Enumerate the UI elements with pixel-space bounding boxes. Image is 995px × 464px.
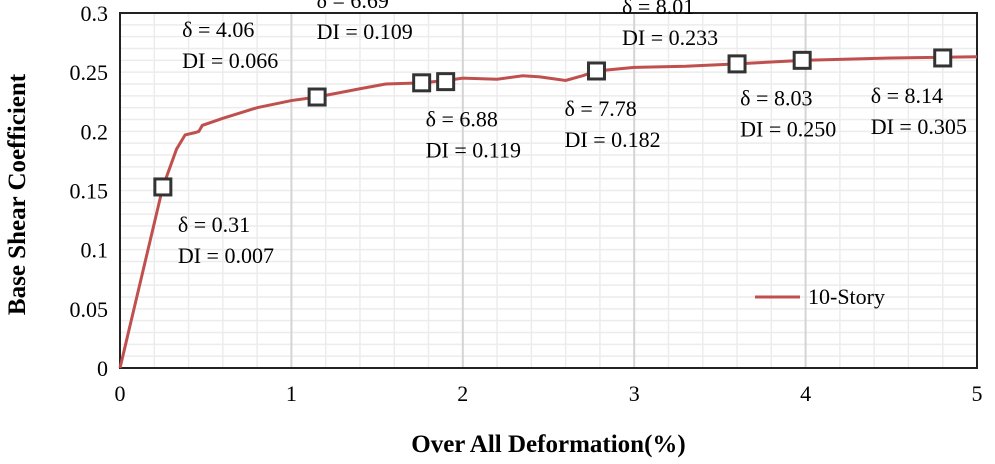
- data-point-marker: [412, 73, 432, 93]
- annotation-delta: δ = 7.78: [564, 96, 636, 121]
- y-tick-label: 0.15: [70, 179, 109, 204]
- series-line-10-story: [118, 55, 978, 369]
- y-tick-label: 0.05: [70, 297, 109, 322]
- x-tick-label: 4: [800, 381, 811, 406]
- y-tick-label: 0: [97, 356, 108, 381]
- y-axis-label: Base Shear Coefficient: [4, 73, 31, 315]
- annotation-di: DI = 0.119: [426, 138, 521, 163]
- annotation-di: DI = 0.250: [740, 116, 836, 141]
- x-tick-label: 5: [972, 381, 983, 406]
- annotation-delta: δ = 8.03: [740, 85, 812, 110]
- data-point-marker: [586, 61, 606, 81]
- data-point-marker: [933, 48, 953, 68]
- y-tick-label: 0.25: [70, 60, 109, 85]
- annotation-delta: δ = 8.01: [622, 0, 694, 19]
- data-point-marker: [727, 54, 747, 74]
- annotation-di: DI = 0.305: [871, 114, 967, 139]
- data-point-marker: [436, 72, 456, 92]
- annotation-delta: δ = 6.88: [426, 107, 498, 132]
- x-axis-label: Over All Deformation(%): [411, 431, 685, 458]
- x-tick-label: 0: [115, 381, 126, 406]
- annotation-di: DI = 0.109: [317, 19, 413, 44]
- plot-frame: [119, 12, 978, 369]
- annotation-di: DI = 0.182: [564, 127, 660, 152]
- x-tick-label: 2: [457, 381, 468, 406]
- annotation-di: DI = 0.066: [182, 48, 278, 73]
- data-point-marker: [307, 87, 327, 107]
- y-tick-label: 0.2: [81, 119, 109, 144]
- legend-label: 10-Story: [808, 284, 885, 309]
- annotation-delta: δ = 0.31: [178, 212, 250, 237]
- annotation-di: DI = 0.007: [178, 243, 274, 268]
- annotation-delta: δ = 6.69: [317, 0, 389, 13]
- x-tick-label: 1: [286, 381, 297, 406]
- annotation-delta: δ = 8.14: [871, 83, 943, 108]
- data-point-marker: [153, 177, 173, 197]
- data-point-marker: [792, 50, 812, 70]
- y-tick-label: 0.3: [81, 1, 109, 26]
- annotation-delta: δ = 4.06: [182, 17, 254, 42]
- y-tick-label: 0.1: [81, 238, 109, 263]
- annotation-di: DI = 0.233: [622, 25, 718, 50]
- x-tick-label: 3: [629, 381, 640, 406]
